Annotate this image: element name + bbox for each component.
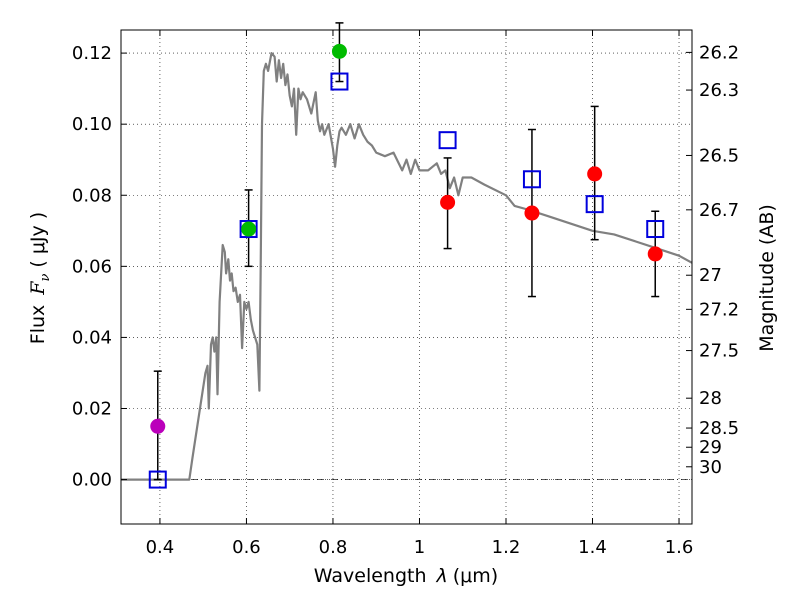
x-tick-labels: 0.4 0.6 0.8 1 1.2 1.4 1.6: [146, 537, 694, 558]
magnitude-tick-label: 30: [699, 457, 722, 478]
x-tick-label: 1.2: [492, 537, 521, 558]
magnitude-tick-label: 27.5: [699, 341, 739, 362]
y-axis-label: FluxFν( μJy ): [27, 212, 53, 344]
y-tick-label: 0.12: [72, 43, 112, 64]
y-tick-label: 0.06: [72, 256, 112, 277]
x-tick-label: 0.8: [319, 537, 348, 558]
observed-photometry-point: [150, 418, 166, 434]
observed-photometry-point: [331, 43, 347, 59]
magnitude-tick-label: 29: [699, 437, 722, 458]
y-tick-label: 0.08: [72, 185, 112, 206]
observed-photometry-point: [647, 246, 663, 262]
model-photometry-markers: [148, 72, 665, 489]
model-photometry-square: [522, 170, 541, 189]
observed-photometry-markers: [150, 43, 663, 434]
model-photometry-square: [646, 220, 665, 239]
x-tick-label: 1: [414, 537, 425, 558]
y-tick-label: 0.04: [72, 327, 112, 348]
model-photometry-square: [585, 195, 604, 214]
magnitude-tick-label: 27.2: [699, 299, 739, 320]
y-tick-label: 0.02: [72, 398, 112, 419]
plot-frame: [120, 29, 693, 525]
x-axis-label: Wavelength λ (μm): [314, 565, 498, 587]
magnitude-tick-label: 26.7: [699, 200, 739, 221]
magnitude-tick-label: 26.3: [699, 80, 739, 101]
x-tick-label: 0.4: [146, 537, 175, 558]
observed-photometry-point: [440, 194, 456, 210]
magnitude-tick-label: 28: [699, 388, 722, 409]
magnitude-tick-label: 28.5: [699, 418, 739, 439]
axis-ticks: [121, 30, 692, 524]
magnitude-tick-label: 26.5: [699, 145, 739, 166]
observed-photometry-point: [587, 166, 603, 182]
observed-photometry-point: [241, 221, 257, 237]
y-tick-label: 0.10: [72, 114, 112, 135]
x-tick-label: 1.6: [665, 537, 694, 558]
x-tick-label: 1.4: [578, 537, 607, 558]
model-photometry-square: [438, 131, 457, 150]
magnitude-tick-label: 27: [699, 265, 722, 286]
error-bars: [153, 22, 660, 481]
model-photometry-square: [148, 470, 167, 489]
observed-photometry-point: [524, 205, 540, 221]
y2-axis-label: Magnitude (AB): [756, 204, 778, 352]
model-sed-line: [121, 51, 693, 481]
x-tick-label: 0.6: [232, 537, 261, 558]
magnitude-tick-label: 26.2: [699, 42, 739, 63]
y-tick-labels: 0.00 0.02 0.04 0.06 0.08 0.10 0.12: [72, 43, 112, 490]
y-tick-label: 0.00: [72, 470, 112, 491]
model-sed-layer: [121, 51, 693, 481]
model-photometry-square: [330, 72, 349, 91]
grid: [121, 30, 692, 524]
model-photometry-square: [239, 220, 258, 239]
